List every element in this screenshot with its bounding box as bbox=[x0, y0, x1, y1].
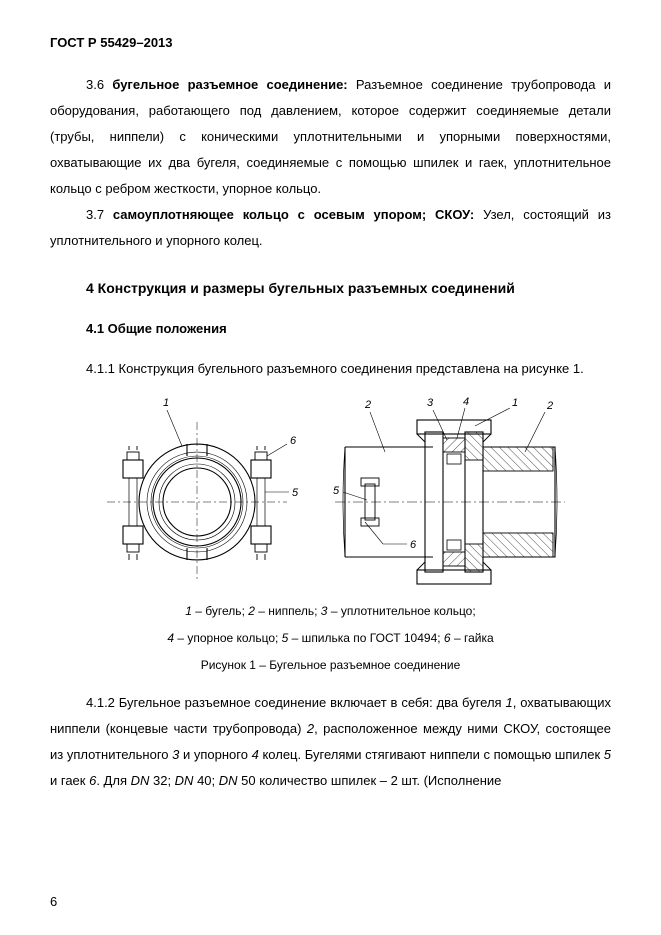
figure-1: 1 6 5 bbox=[50, 392, 611, 592]
callout-1: 1 bbox=[163, 397, 169, 409]
text: колец. Бугелями стягивают ниппели с помо… bbox=[259, 747, 604, 762]
section-4-heading: 4 Конструкция и размеры бугельных разъем… bbox=[50, 274, 611, 302]
term: самоуплотняющее кольцо с осевым упором; … bbox=[113, 207, 474, 222]
figure-legend-line2: 4 – упорное кольцо; 5 – шпилька по ГОСТ … bbox=[50, 627, 611, 650]
callout-2: 2 bbox=[364, 399, 371, 411]
dn: DN bbox=[219, 773, 238, 788]
callout-2b: 2 bbox=[546, 400, 553, 412]
item-num: 1 bbox=[505, 695, 512, 710]
callout-5: 5 bbox=[333, 485, 340, 497]
para-3-6: 3.6 бугельное разъемное соединение: Разъ… bbox=[50, 72, 611, 202]
item-num: 5 bbox=[604, 747, 611, 762]
text: и гаек bbox=[50, 773, 89, 788]
callout-1: 1 bbox=[512, 397, 518, 409]
figure-legend-line1: 1 – бугель; 2 – ниппель; 3 – уплотнитель… bbox=[50, 600, 611, 623]
definition-text: Разъемное соединение трубопровода и обор… bbox=[50, 77, 611, 196]
text: и упорного bbox=[179, 747, 251, 762]
callout-6: 6 bbox=[410, 539, 417, 551]
figure-right-view: 2 3 4 1 2 5 6 bbox=[325, 392, 575, 592]
figure-title: Рисунок 1 – Бугельное разъемное соединен… bbox=[50, 654, 611, 677]
legend-text: – уплотнительное кольцо; bbox=[327, 604, 475, 618]
dn: DN bbox=[131, 773, 150, 788]
subsection-4-1-heading: 4.1 Общие положения bbox=[50, 316, 611, 342]
text: 32; bbox=[149, 773, 174, 788]
text: . Для bbox=[96, 773, 130, 788]
callout-4: 4 bbox=[463, 396, 469, 408]
para-3-7: 3.7 самоуплотняющее кольцо с осевым упор… bbox=[50, 202, 611, 254]
clause-num: 3.6 bbox=[86, 77, 104, 92]
clause-num: 3.7 bbox=[86, 207, 104, 222]
term: бугельное разъемное соединение: bbox=[112, 77, 347, 92]
item-num: 4 bbox=[252, 747, 259, 762]
standard-code: ГОСТ Р 55429–2013 bbox=[50, 30, 611, 56]
callout-5: 5 bbox=[292, 487, 299, 499]
item-num: 2 bbox=[307, 721, 314, 736]
legend-text: – упорное кольцо; bbox=[174, 631, 282, 645]
para-4-1-1: 4.1.1 Конструкция бугельного разъемного … bbox=[50, 356, 611, 382]
figure-left-view: 1 6 5 bbox=[87, 392, 307, 592]
text: 40; bbox=[193, 773, 218, 788]
para-4-1-2: 4.1.2 Бугельное разъемное соединение вкл… bbox=[50, 690, 611, 794]
text: 4.1.2 Бугельное разъемное соединение вкл… bbox=[86, 695, 505, 710]
text: 50 количество шпилек – 2 шт. (Исполнение bbox=[238, 773, 502, 788]
page-number: 6 bbox=[50, 889, 57, 915]
item-num: 6 bbox=[444, 631, 451, 645]
dn: DN bbox=[175, 773, 194, 788]
legend-text: – бугель; bbox=[192, 604, 248, 618]
legend-text: – гайка bbox=[451, 631, 494, 645]
callout-3: 3 bbox=[427, 397, 434, 409]
item-num: 1 bbox=[185, 604, 192, 618]
page: ГОСТ Р 55429–2013 3.6 бугельное разъемно… bbox=[0, 0, 661, 935]
legend-text: – ниппель; bbox=[255, 604, 321, 618]
callout-6: 6 bbox=[290, 435, 297, 447]
legend-text: – шпилька по ГОСТ 10494; bbox=[288, 631, 444, 645]
item-num: 2 bbox=[248, 604, 255, 618]
